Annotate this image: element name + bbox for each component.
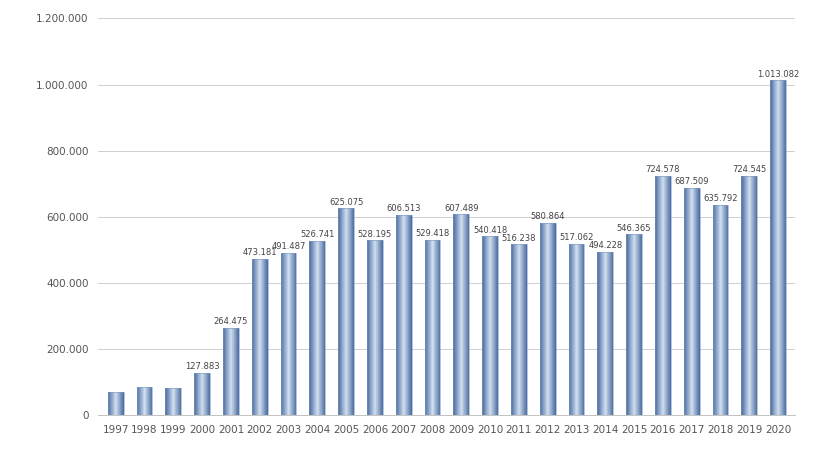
Bar [280, 253, 296, 415]
Bar [539, 223, 555, 415]
Text: 528.195: 528.195 [357, 230, 391, 239]
Text: 546.365: 546.365 [616, 224, 650, 233]
Text: 529.418: 529.418 [415, 229, 449, 238]
Bar [568, 244, 584, 415]
Text: 516.238: 516.238 [501, 234, 536, 242]
Text: 724.578: 724.578 [645, 165, 679, 174]
Bar [223, 327, 238, 415]
Bar [510, 244, 526, 415]
Text: 127.883: 127.883 [184, 362, 219, 371]
Bar [337, 208, 354, 415]
Text: 724.545: 724.545 [731, 165, 766, 174]
Bar [740, 176, 756, 415]
Bar [137, 387, 152, 415]
Text: 635.792: 635.792 [703, 194, 737, 203]
Text: 491.487: 491.487 [271, 242, 305, 251]
Bar [597, 252, 613, 415]
Bar [482, 236, 497, 415]
Bar [396, 214, 411, 415]
Text: 517.062: 517.062 [559, 233, 593, 242]
Bar [165, 388, 181, 415]
Bar [107, 392, 124, 415]
Bar [424, 240, 440, 415]
Bar [683, 188, 699, 415]
Text: 625.075: 625.075 [328, 198, 363, 207]
Bar [769, 80, 785, 415]
Bar [309, 241, 325, 415]
Text: 580.864: 580.864 [530, 213, 564, 221]
Text: 264.475: 264.475 [214, 317, 248, 326]
Text: 1.013.082: 1.013.082 [756, 70, 799, 78]
Text: 494.228: 494.228 [587, 241, 622, 250]
Bar [626, 234, 641, 415]
Bar [251, 259, 267, 415]
Text: 473.181: 473.181 [242, 248, 277, 257]
Text: 606.513: 606.513 [386, 204, 420, 213]
Text: 526.741: 526.741 [300, 230, 334, 239]
Bar [712, 205, 727, 415]
Text: 687.509: 687.509 [674, 177, 708, 186]
Text: 540.418: 540.418 [473, 226, 507, 235]
Text: 607.489: 607.489 [444, 204, 478, 213]
Bar [453, 214, 468, 415]
Bar [654, 176, 670, 415]
Bar [367, 240, 382, 415]
Bar [194, 372, 210, 415]
